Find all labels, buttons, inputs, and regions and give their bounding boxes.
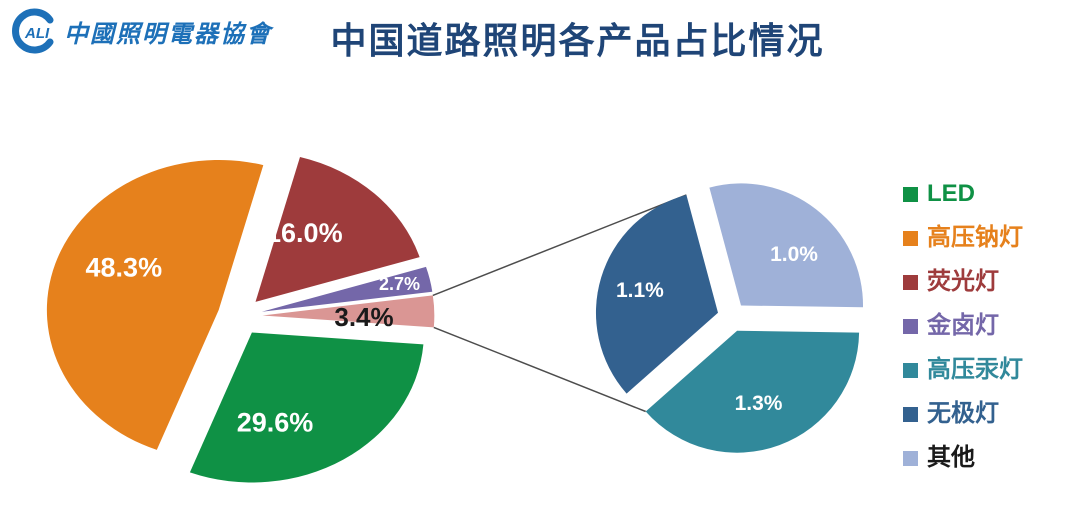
- pie-slice-无极灯: [595, 194, 718, 394]
- legend-swatch: [903, 230, 918, 246]
- legend-swatch: [903, 450, 918, 466]
- legend: LED 高压钠灯荧光灯金卤灯高压汞灯无极灯其他: [903, 172, 1023, 480]
- cali-logo-mark-text: ALI: [24, 25, 50, 42]
- slice-label-其他: 1.0%: [770, 243, 818, 266]
- org-name: 中國照明電器協會: [64, 19, 272, 48]
- legend-label: 高压汞灯: [927, 356, 1023, 383]
- legend-item-荧光灯: 荧光灯: [903, 260, 1023, 304]
- slice-label-荧光灯: 16.0%: [266, 218, 343, 248]
- legend-label: 无极灯: [927, 400, 999, 427]
- pie-slice-其他: [709, 183, 864, 308]
- legend-item-其他: 其他: [903, 436, 1023, 480]
- pie-slice-金卤灯: [261, 266, 433, 312]
- pie-slice-高压汞灯+无极灯+其他: [262, 295, 435, 328]
- slice-label-高压汞灯: 1.3%: [735, 392, 783, 415]
- legend-swatch: [903, 362, 918, 378]
- legend-swatch: [903, 274, 918, 290]
- pie-slice-高压钠灯: [46, 160, 264, 450]
- connector-line-top: [432, 194, 687, 297]
- legend-item-高压钠灯: 高压钠灯: [903, 216, 1023, 260]
- legend-label: 高压钠灯: [927, 224, 1023, 251]
- legend-swatch: [903, 186, 918, 202]
- cali-logo-icon: ALI: [12, 8, 54, 54]
- legend-label: LED: [927, 180, 975, 207]
- legend-swatch: [903, 318, 918, 334]
- slice-label-LED: 29.6%: [237, 407, 314, 437]
- pie-slice-高压汞灯: [645, 330, 860, 453]
- legend-swatch: [903, 406, 918, 422]
- slice-label-金卤灯: 2.7%: [379, 274, 420, 294]
- slice-label-无极灯: 1.1%: [616, 279, 664, 302]
- slice-label-高压钠灯: 48.3%: [86, 253, 163, 283]
- legend-item-高压汞灯: 高压汞灯: [903, 348, 1023, 392]
- legend-label: 金卤灯: [927, 312, 999, 339]
- connector-line-bottom: [433, 326, 646, 413]
- legend-item-无极灯: 无极灯: [903, 392, 1023, 436]
- pie-slice-荧光灯: [255, 157, 420, 302]
- legend-item-LED: LED: [903, 172, 1023, 216]
- legend-label: 荧光灯: [927, 268, 999, 295]
- legend-item-金卤灯: 金卤灯: [903, 304, 1023, 348]
- chart-title: 中国道路照明各产品占比情况: [330, 20, 825, 61]
- pie-slice-LED: [189, 332, 424, 483]
- cali-logo: ALI 中國照明電器協會: [10, 8, 272, 54]
- slice-label-高压汞灯+无极灯+其他: 3.4%: [334, 302, 393, 332]
- legend-label: 其他: [927, 444, 975, 471]
